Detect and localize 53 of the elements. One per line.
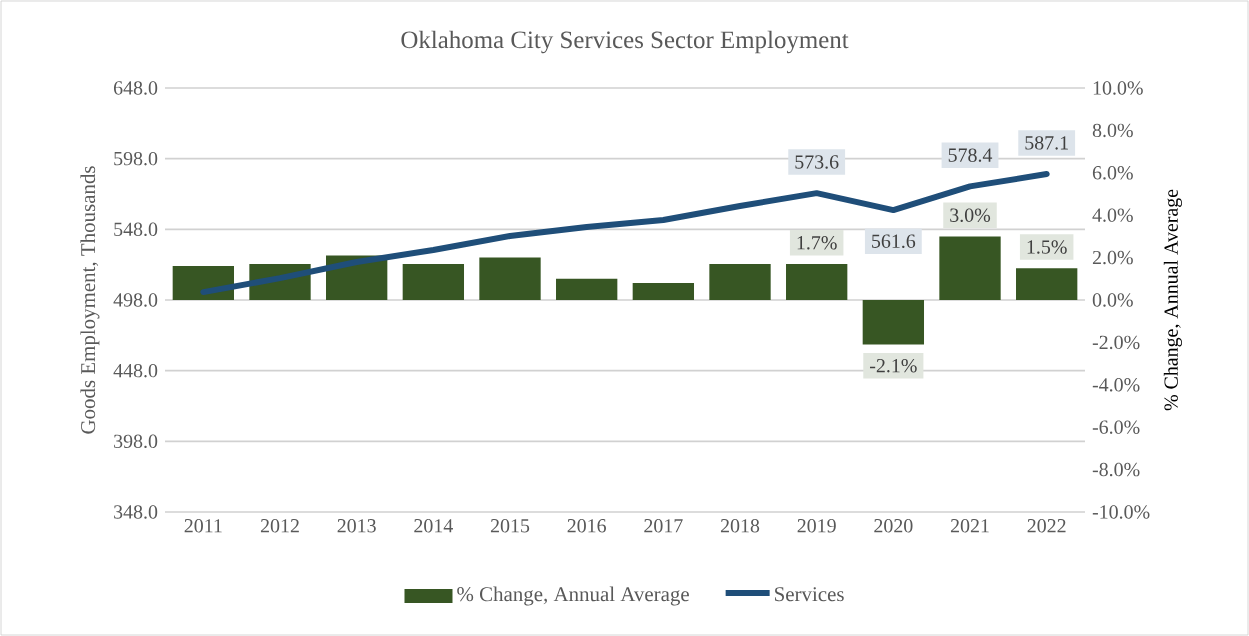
y2-tick-label: 8.0%	[1092, 123, 1133, 138]
data-label: 1.7%	[797, 236, 837, 250]
chart-title: Oklahoma City Services Sector Employment	[401, 30, 849, 54]
bar	[939, 236, 1001, 300]
data-label: 587.1	[1025, 136, 1068, 150]
bar	[632, 283, 695, 300]
x-tick-label: 2017	[644, 519, 683, 533]
x-tick-label: 2013	[337, 519, 376, 533]
bar	[172, 266, 234, 300]
x-tick-label: 2016	[567, 519, 607, 533]
y2-tick-label: -2.0%	[1092, 335, 1140, 350]
y2-tick-label: -4.0%	[1092, 378, 1140, 392]
bar	[709, 263, 771, 300]
data-label: -2.1%	[870, 358, 917, 373]
x-tick-label: 2014	[414, 519, 453, 533]
y2-tick-label: 6.0%	[1092, 166, 1133, 180]
y2-tick-label: -6.0%	[1092, 420, 1140, 434]
y-tick-label: 448.0	[113, 363, 158, 378]
legend-label: % Change, Annual Average	[457, 586, 689, 606]
x-tick-label: 2015	[490, 519, 530, 533]
x-tick-label: 2011	[184, 519, 222, 533]
y2-tick-label: -10.0%	[1092, 505, 1150, 519]
y-tick-label: 598.0	[114, 151, 158, 166]
data-label: 573.6	[795, 155, 839, 169]
x-tick-label: 2021	[950, 519, 989, 533]
bar	[479, 257, 541, 300]
y-tick-label: 348.0	[114, 505, 158, 519]
y-tick-label: 398.0	[114, 434, 158, 449]
data-label: 1.5%	[1027, 240, 1067, 254]
y2-tick-label: 2.0%	[1092, 250, 1133, 265]
bar	[556, 278, 618, 300]
x-tick-label: 2018	[720, 519, 760, 533]
y-tick-label: 498.0	[113, 293, 158, 307]
y2-tick-label: 10.0%	[1093, 81, 1143, 95]
y2-tick-label: -8.0%	[1092, 462, 1140, 477]
y-axis-title: Goods Employment, Thousands	[80, 166, 100, 434]
x-tick-label: 2012	[260, 519, 299, 533]
x-tick-label: 2019	[797, 519, 836, 533]
y2-tick-label: 0.0%	[1092, 293, 1133, 307]
data-label: 561.6	[872, 234, 916, 248]
bar	[1016, 268, 1078, 300]
y-tick-label: 548.0	[114, 222, 158, 237]
y2-axis-title: % Change, Annual Average	[1163, 189, 1182, 411]
bar	[402, 263, 465, 300]
bar	[862, 300, 925, 345]
y2-tick-label: 4.0%	[1092, 208, 1133, 222]
legend-label: Services	[775, 587, 844, 602]
y-tick-label: 648.0	[113, 81, 158, 95]
x-tick-label: 2022	[1027, 519, 1066, 533]
bar	[786, 263, 848, 300]
data-label: 578.4	[948, 148, 993, 162]
x-tick-label: 2020	[874, 519, 913, 533]
data-label: 3.0%	[950, 208, 991, 222]
